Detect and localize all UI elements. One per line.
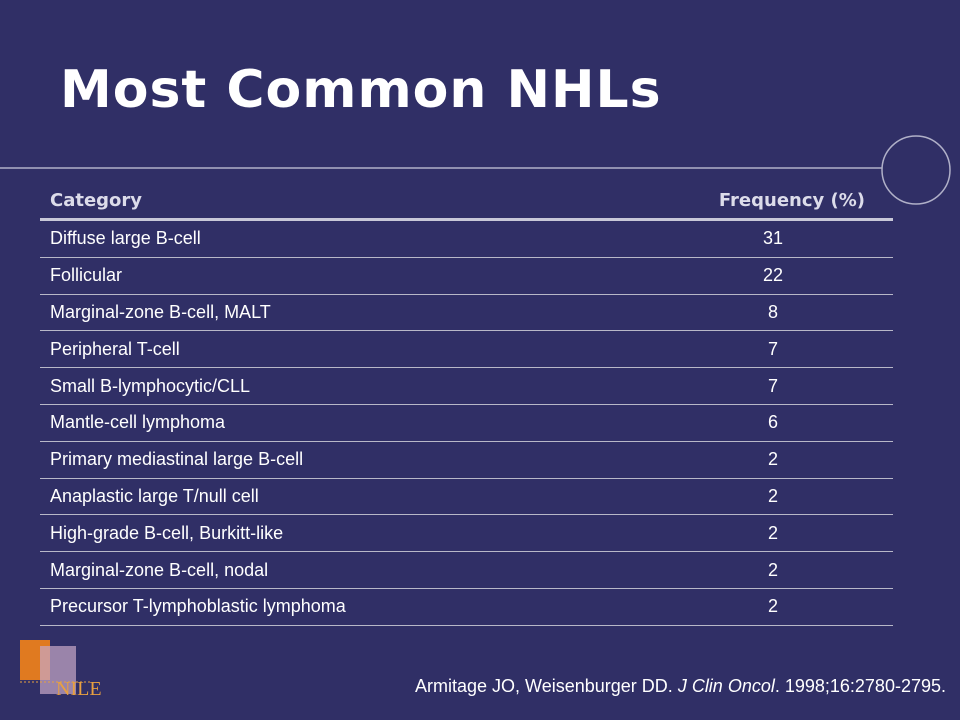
- category-cell: Marginal-zone B-cell, nodal: [40, 551, 603, 589]
- table-row: Anaplastic large T/null cell 2: [40, 478, 893, 516]
- logo-text: NILE: [56, 678, 102, 700]
- table-row: Primary mediastinal large B-cell 2: [40, 441, 893, 479]
- table-row: Diffuse large B-cell 31: [40, 219, 893, 258]
- frequency-cell: 31: [603, 219, 893, 258]
- category-cell: Peripheral T-cell: [40, 330, 603, 369]
- category-cell: Small B-lymphocytic/CLL: [40, 367, 603, 405]
- table-row: Marginal-zone B-cell, MALT 8: [40, 294, 893, 332]
- table-row: Small B-lymphocytic/CLL 7: [40, 367, 893, 405]
- circle: [881, 135, 951, 205]
- frequency-cell: 2: [603, 551, 893, 589]
- citation-details: . 1998;16:2780-2795.: [774, 676, 946, 696]
- citation: Armitage JO, Weisenburger DD. J Clin Onc…: [415, 676, 946, 697]
- frequency-cell: 2: [603, 588, 893, 626]
- category-cell: Diffuse large B-cell: [40, 219, 603, 258]
- category-cell: High-grade B-cell, Burkitt-like: [40, 514, 603, 553]
- category-cell: Follicular: [40, 257, 603, 295]
- header-cell: Category: [40, 182, 603, 221]
- frequency-cell: 8: [603, 294, 893, 332]
- frequency-cell: 2: [603, 478, 893, 516]
- header-cell: Frequency (%): [603, 182, 893, 221]
- title: Most Common NHLs: [60, 60, 662, 120]
- frequency-cell: 2: [603, 441, 893, 479]
- category-cell: Marginal-zone B-cell, MALT: [40, 294, 603, 332]
- table-row: Follicular 22: [40, 257, 893, 295]
- header-row: Category Frequency (%): [40, 182, 893, 221]
- category-cell: Precursor T-lymphoblastic lymphoma: [40, 588, 603, 626]
- table-row: Mantle-cell lymphoma 6: [40, 404, 893, 442]
- frequency-cell: 22: [603, 257, 893, 295]
- logo-block: [40, 646, 76, 694]
- frequency-cell: 6: [603, 404, 893, 442]
- category-cell: Mantle-cell lymphoma: [40, 404, 603, 442]
- frequency-cell: 2: [603, 514, 893, 553]
- table-row: Peripheral T-cell 7: [40, 330, 893, 369]
- category-cell: Primary mediastinal large B-cell: [40, 441, 603, 479]
- frequency-cell: 7: [603, 330, 893, 369]
- table-row: Marginal-zone B-cell, nodal 2: [40, 551, 893, 589]
- category-cell: Anaplastic large T/null cell: [40, 478, 603, 516]
- frequency-cell: 7: [603, 367, 893, 405]
- table-row: Precursor T-lymphoblastic lymphoma 2: [40, 588, 893, 626]
- citation-journal: J Clin Oncol: [677, 676, 775, 696]
- citation-authors: Armitage JO, Weisenburger DD.: [415, 676, 673, 696]
- table: Category Frequency (%) Diffuse large B-c…: [40, 182, 893, 626]
- table-body: Diffuse large B-cell 31 Follicular 22 Margin…: [40, 219, 893, 626]
- table-row: High-grade B-cell, Burkitt-like 2: [40, 514, 893, 553]
